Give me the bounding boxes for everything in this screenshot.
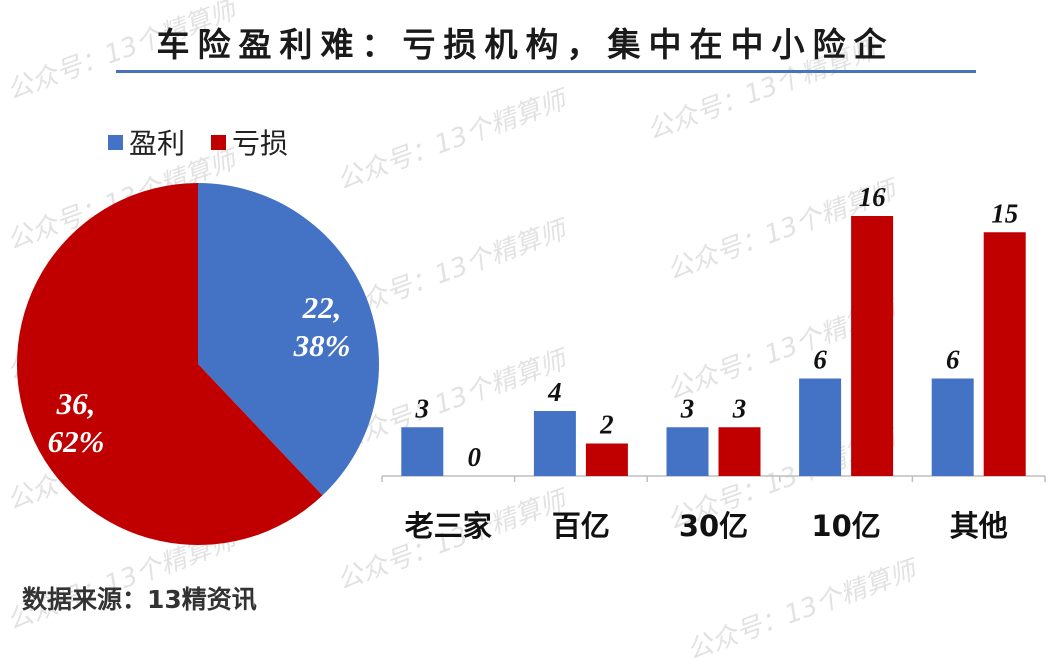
bar-loss-1 xyxy=(585,443,628,476)
bar-loss-2 xyxy=(718,427,761,476)
bar-data-label: 3 xyxy=(415,393,430,423)
bar-profit-0 xyxy=(401,427,444,476)
legend-item-profit: 盈利 xyxy=(108,122,185,162)
bar-profit-1 xyxy=(533,411,576,476)
bar-profit-2 xyxy=(666,427,709,476)
x-tick-label: 其他 xyxy=(950,509,1008,543)
bar-data-label: 4 xyxy=(547,377,562,407)
chart-title: 车险盈利难：亏损机构，集中在中小险企 xyxy=(156,25,895,64)
bar-data-label: 3 xyxy=(732,393,747,423)
pie-slice-loss xyxy=(17,183,323,545)
legend-swatch-profit xyxy=(108,134,123,150)
data-source-note: 数据来源：13精资讯 xyxy=(22,585,257,614)
bar-data-label: 6 xyxy=(813,345,827,375)
title-underline xyxy=(116,70,976,73)
bar-loss-3 xyxy=(851,216,894,476)
legend-label-loss: 亏损 xyxy=(232,127,289,160)
bar-data-label: 0 xyxy=(468,442,482,472)
x-tick-label: 老三家 xyxy=(405,509,492,543)
bar-data-label: 6 xyxy=(946,345,960,375)
pie-slice-profit xyxy=(198,183,380,496)
legend-swatch-loss xyxy=(211,134,227,150)
bar-data-label: 15 xyxy=(991,198,1018,228)
legend-label-profit: 盈利 xyxy=(129,127,186,160)
x-tick-label: 百亿 xyxy=(552,509,610,543)
chart-canvas: 22, 38% 36, 62% 3 0 老三家 4 2 百亿 3 3 30亿 6 16 10亿 6 15 其他 xyxy=(17,182,1046,545)
bar-data-label: 3 xyxy=(680,393,695,423)
legend-item-loss: 亏损 xyxy=(211,122,288,162)
legend: 盈利 亏损 xyxy=(108,122,288,162)
bar-profit-4 xyxy=(931,378,974,476)
bar-profit-3 xyxy=(799,378,842,476)
bar-data-label: 16 xyxy=(859,182,887,212)
pie-data-label-loss: 36, 62% xyxy=(48,386,105,459)
x-tick-label: 30亿 xyxy=(679,509,748,543)
bar-data-label: 2 xyxy=(599,410,614,440)
x-tick-label: 10亿 xyxy=(811,509,880,543)
bar-loss-4 xyxy=(983,232,1026,476)
pie-data-label-profit: 22, 38% xyxy=(293,290,351,363)
